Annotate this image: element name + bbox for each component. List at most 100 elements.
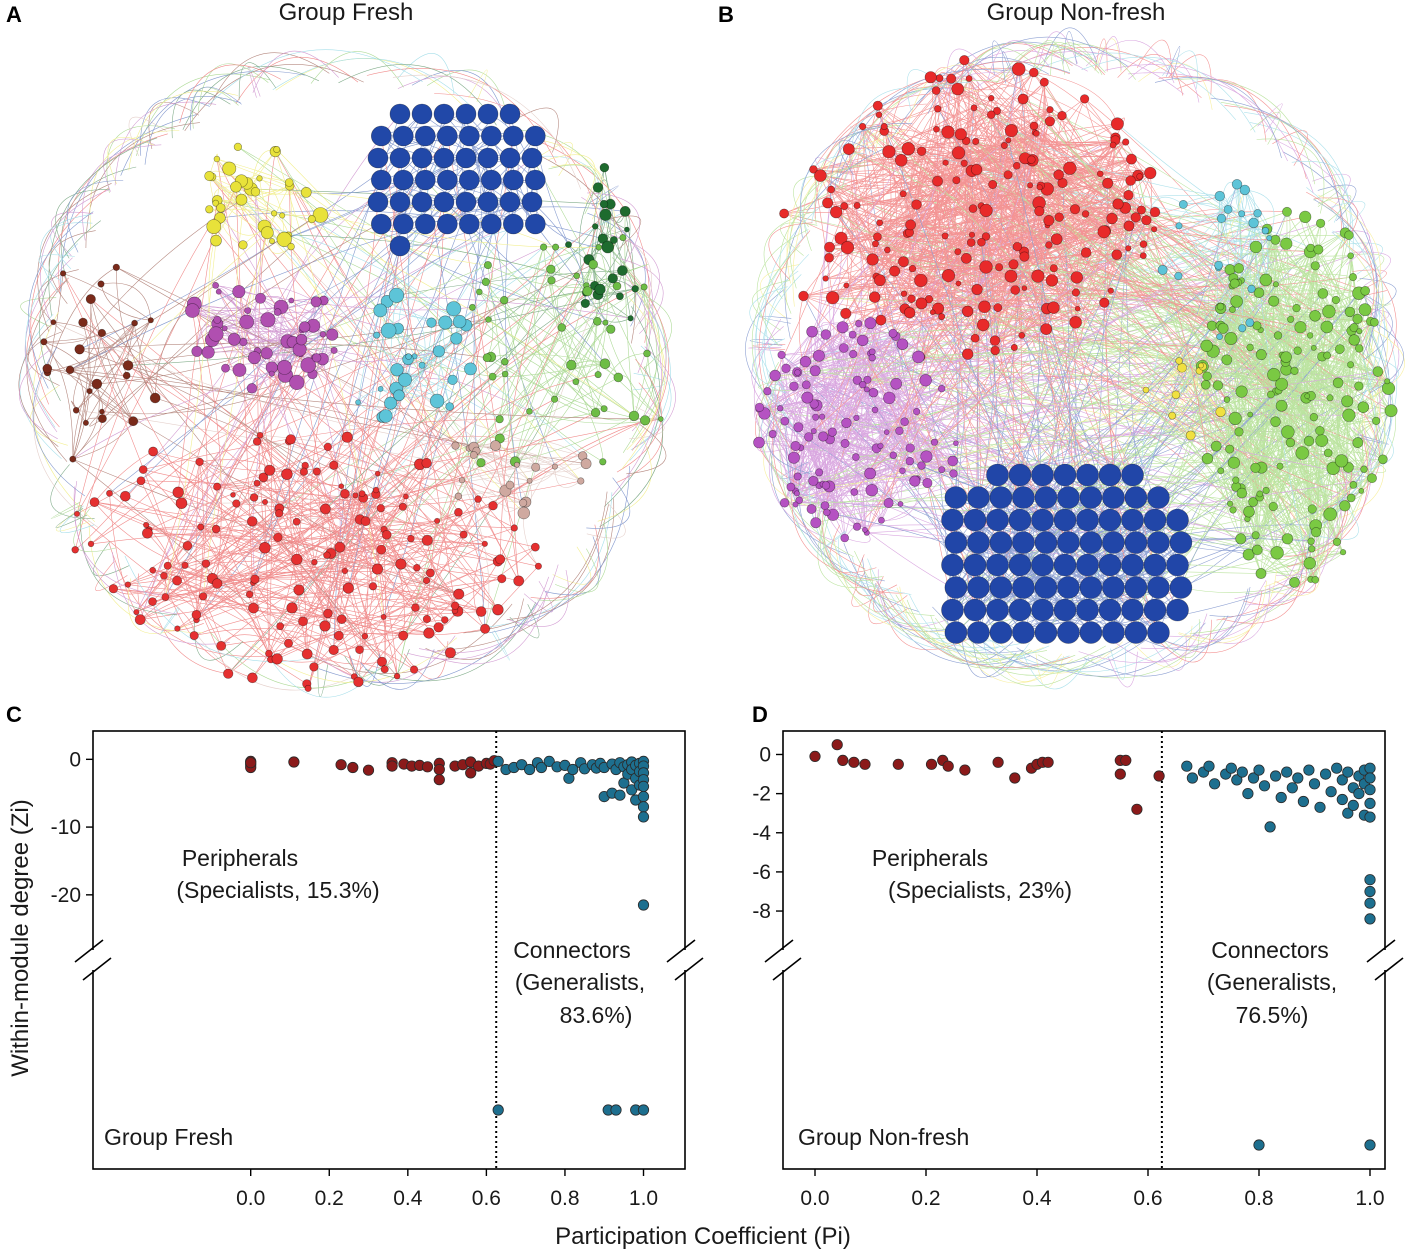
- network-node: [941, 125, 955, 139]
- network-edge: [209, 175, 475, 456]
- network-node: [495, 554, 506, 565]
- network-node: [979, 260, 993, 274]
- network-edge: [1207, 457, 1352, 499]
- network-edge: [419, 418, 661, 465]
- network-edge: [425, 179, 661, 420]
- network-node: [1069, 204, 1081, 215]
- network-node: [628, 410, 640, 422]
- network-node: [912, 408, 921, 416]
- network-node: [779, 498, 790, 508]
- network-edge: [779, 184, 847, 314]
- network-node: [914, 273, 928, 288]
- network-node: [368, 582, 378, 591]
- network-node: [1008, 259, 1019, 270]
- network-node: [1310, 344, 1317, 351]
- network-node: [312, 467, 321, 476]
- network-edge: [774, 375, 834, 515]
- network-node: [312, 207, 329, 223]
- network-edge: [832, 297, 1202, 366]
- network-edge: [1104, 64, 1288, 162]
- network-edge: [94, 501, 300, 591]
- network-edge: [932, 67, 975, 108]
- network-node: [1168, 411, 1177, 420]
- network-node: [451, 441, 460, 450]
- network-node: [247, 672, 258, 684]
- network-edge: [589, 185, 619, 207]
- x-tick-label: 0.6: [472, 1187, 501, 1210]
- network-edge: [829, 524, 877, 574]
- network-edge: [828, 121, 1051, 258]
- network-node: [1234, 427, 1244, 437]
- network-edge: [1241, 329, 1266, 494]
- network-node: [485, 316, 492, 323]
- network-edge: [208, 351, 323, 360]
- network-edge: [194, 303, 323, 360]
- network-node: [500, 296, 509, 305]
- network-node: [206, 219, 222, 234]
- network-edge: [90, 298, 398, 677]
- network-edge: [112, 552, 230, 645]
- network-edge: [880, 319, 1274, 507]
- network-edge: [936, 129, 967, 259]
- network-edge: [1183, 204, 1258, 223]
- network-node: [1076, 553, 1099, 577]
- network-edge: [1323, 444, 1369, 505]
- network-edge: [571, 264, 599, 366]
- network-edge: [227, 211, 626, 674]
- network-edge: [74, 207, 222, 550]
- network-node: [212, 199, 220, 207]
- network-node: [216, 203, 226, 213]
- network-node: [588, 259, 599, 270]
- network-node: [580, 298, 590, 309]
- network-edge: [785, 368, 827, 486]
- network-edge: [1085, 40, 1175, 84]
- network-node: [1293, 346, 1302, 355]
- network-edge: [586, 500, 626, 539]
- network-edge: [843, 205, 1024, 498]
- network-edge: [1206, 375, 1377, 422]
- network-edge: [354, 519, 369, 677]
- network-edge: [876, 307, 1054, 449]
- network-node: [1157, 264, 1168, 275]
- network-node: [1053, 553, 1077, 577]
- network-node: [1124, 576, 1148, 599]
- network-node: [806, 504, 817, 514]
- network-edge: [544, 536, 601, 596]
- network-edge: [407, 576, 549, 660]
- network-edge: [595, 353, 648, 413]
- network-edge: [489, 466, 630, 634]
- network-node: [452, 314, 467, 329]
- network-edge: [966, 625, 1136, 672]
- network-node: [1171, 390, 1181, 400]
- network-edge: [1336, 420, 1378, 543]
- network-edge: [210, 632, 394, 689]
- network-node: [138, 465, 148, 474]
- network-node: [986, 553, 1009, 577]
- network-node: [1313, 244, 1324, 255]
- network-edge: [1255, 452, 1303, 551]
- network-node: [372, 486, 380, 494]
- network-edge: [1016, 622, 1206, 677]
- network-node: [862, 526, 868, 533]
- network-edge: [18, 323, 59, 447]
- network-edge: [874, 409, 954, 474]
- network-node: [814, 169, 827, 182]
- network-node: [531, 462, 541, 472]
- network-node: [239, 337, 248, 347]
- network-edge: [983, 621, 1202, 673]
- network-edge: [1256, 211, 1291, 326]
- network-node: [120, 490, 131, 502]
- network-edge: [947, 131, 1126, 143]
- network-edge: [211, 175, 321, 216]
- network-edge: [822, 416, 887, 433]
- network-node: [238, 240, 248, 250]
- network-node: [1292, 304, 1301, 313]
- network-node: [245, 590, 254, 599]
- network-edge: [259, 354, 301, 436]
- network-node: [986, 598, 1009, 622]
- network-node: [502, 169, 524, 191]
- network-node: [1346, 493, 1356, 503]
- network-edge: [883, 130, 1250, 512]
- network-edge: [956, 179, 1050, 246]
- network-node: [1270, 234, 1281, 245]
